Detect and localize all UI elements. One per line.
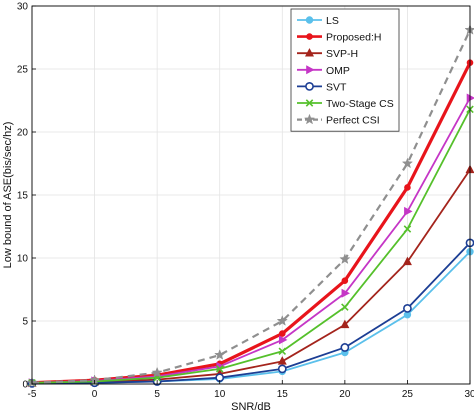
y-tick-label: 15 [17, 191, 29, 202]
x-axis-label: SNR/dB [231, 401, 271, 413]
x-tick-label: 30 [464, 389, 474, 400]
data-point [341, 288, 350, 298]
legend-entry: SVT [297, 81, 347, 93]
y-tick-label: 0 [22, 380, 28, 391]
series-layer [26, 24, 474, 388]
data-point [215, 365, 224, 373]
x-tick-label: 10 [214, 389, 226, 400]
legend-marker [305, 82, 314, 91]
legend-marker [306, 65, 315, 75]
series-perfect-csi [26, 24, 474, 388]
x-tick-label: 5 [154, 389, 160, 400]
legend-marker [305, 48, 314, 57]
legend: LS Proposed:H SVP-H OMP SVT Two-Stage CS Perfe… [290, 8, 400, 132]
data-point [404, 184, 411, 191]
data-point [277, 364, 287, 374]
y-axis-label: Low bound of ASE(bis/sec/hz) [2, 122, 14, 269]
data-point [404, 206, 413, 216]
data-point [402, 256, 412, 266]
x-tick-label: 20 [339, 389, 351, 400]
data-point [401, 157, 414, 169]
data-point [339, 253, 351, 265]
data-point [151, 366, 163, 378]
legend-entry: Two-Stage CS [297, 98, 394, 110]
data-point [403, 225, 412, 233]
x-tick-label: 25 [402, 389, 414, 400]
legend-label: LS [326, 15, 339, 27]
data-point [276, 315, 288, 326]
x-tick-label: 15 [277, 389, 289, 400]
legend-marker [306, 33, 313, 40]
legend-label: Perfect CSI [326, 115, 380, 127]
legend-label: OMP [326, 65, 350, 77]
series-line [31, 29, 471, 384]
data-point [403, 303, 412, 313]
legend-marker [305, 16, 314, 24]
legend-entry: SVP-H [297, 48, 358, 60]
data-point [278, 330, 286, 337]
data-point [214, 349, 226, 360]
legend-label: SVT [326, 81, 347, 93]
y-tick-label: 20 [17, 128, 29, 139]
legend-entry: OMP [297, 65, 350, 77]
data-point [341, 277, 349, 284]
x-tick-label: -5 [28, 389, 37, 400]
legend-label: SVP-H [326, 48, 358, 60]
series-line [31, 242, 471, 385]
legend-marker [305, 99, 314, 107]
legend-label: Two-Stage CS [326, 98, 394, 110]
data-point [340, 319, 350, 329]
legend-marker [303, 113, 316, 125]
legend-entry: Perfect CSI [297, 113, 380, 127]
data-point [466, 93, 474, 103]
data-point [340, 343, 350, 352]
data-point [341, 303, 349, 311]
y-tick-label: 10 [17, 254, 29, 265]
data-point [277, 356, 287, 365]
data-point [278, 335, 288, 345]
data-point [278, 347, 287, 356]
y-tick-label: 5 [22, 317, 28, 328]
legend-label: Proposed:H [326, 32, 381, 44]
series-line [31, 108, 471, 384]
legend-entry: Proposed:H [297, 32, 381, 44]
x-tick-label: 0 [92, 389, 98, 400]
y-tick-label: 30 [17, 2, 29, 13]
y-tick-label: 25 [17, 65, 29, 76]
legend-entry: LS [297, 15, 339, 27]
